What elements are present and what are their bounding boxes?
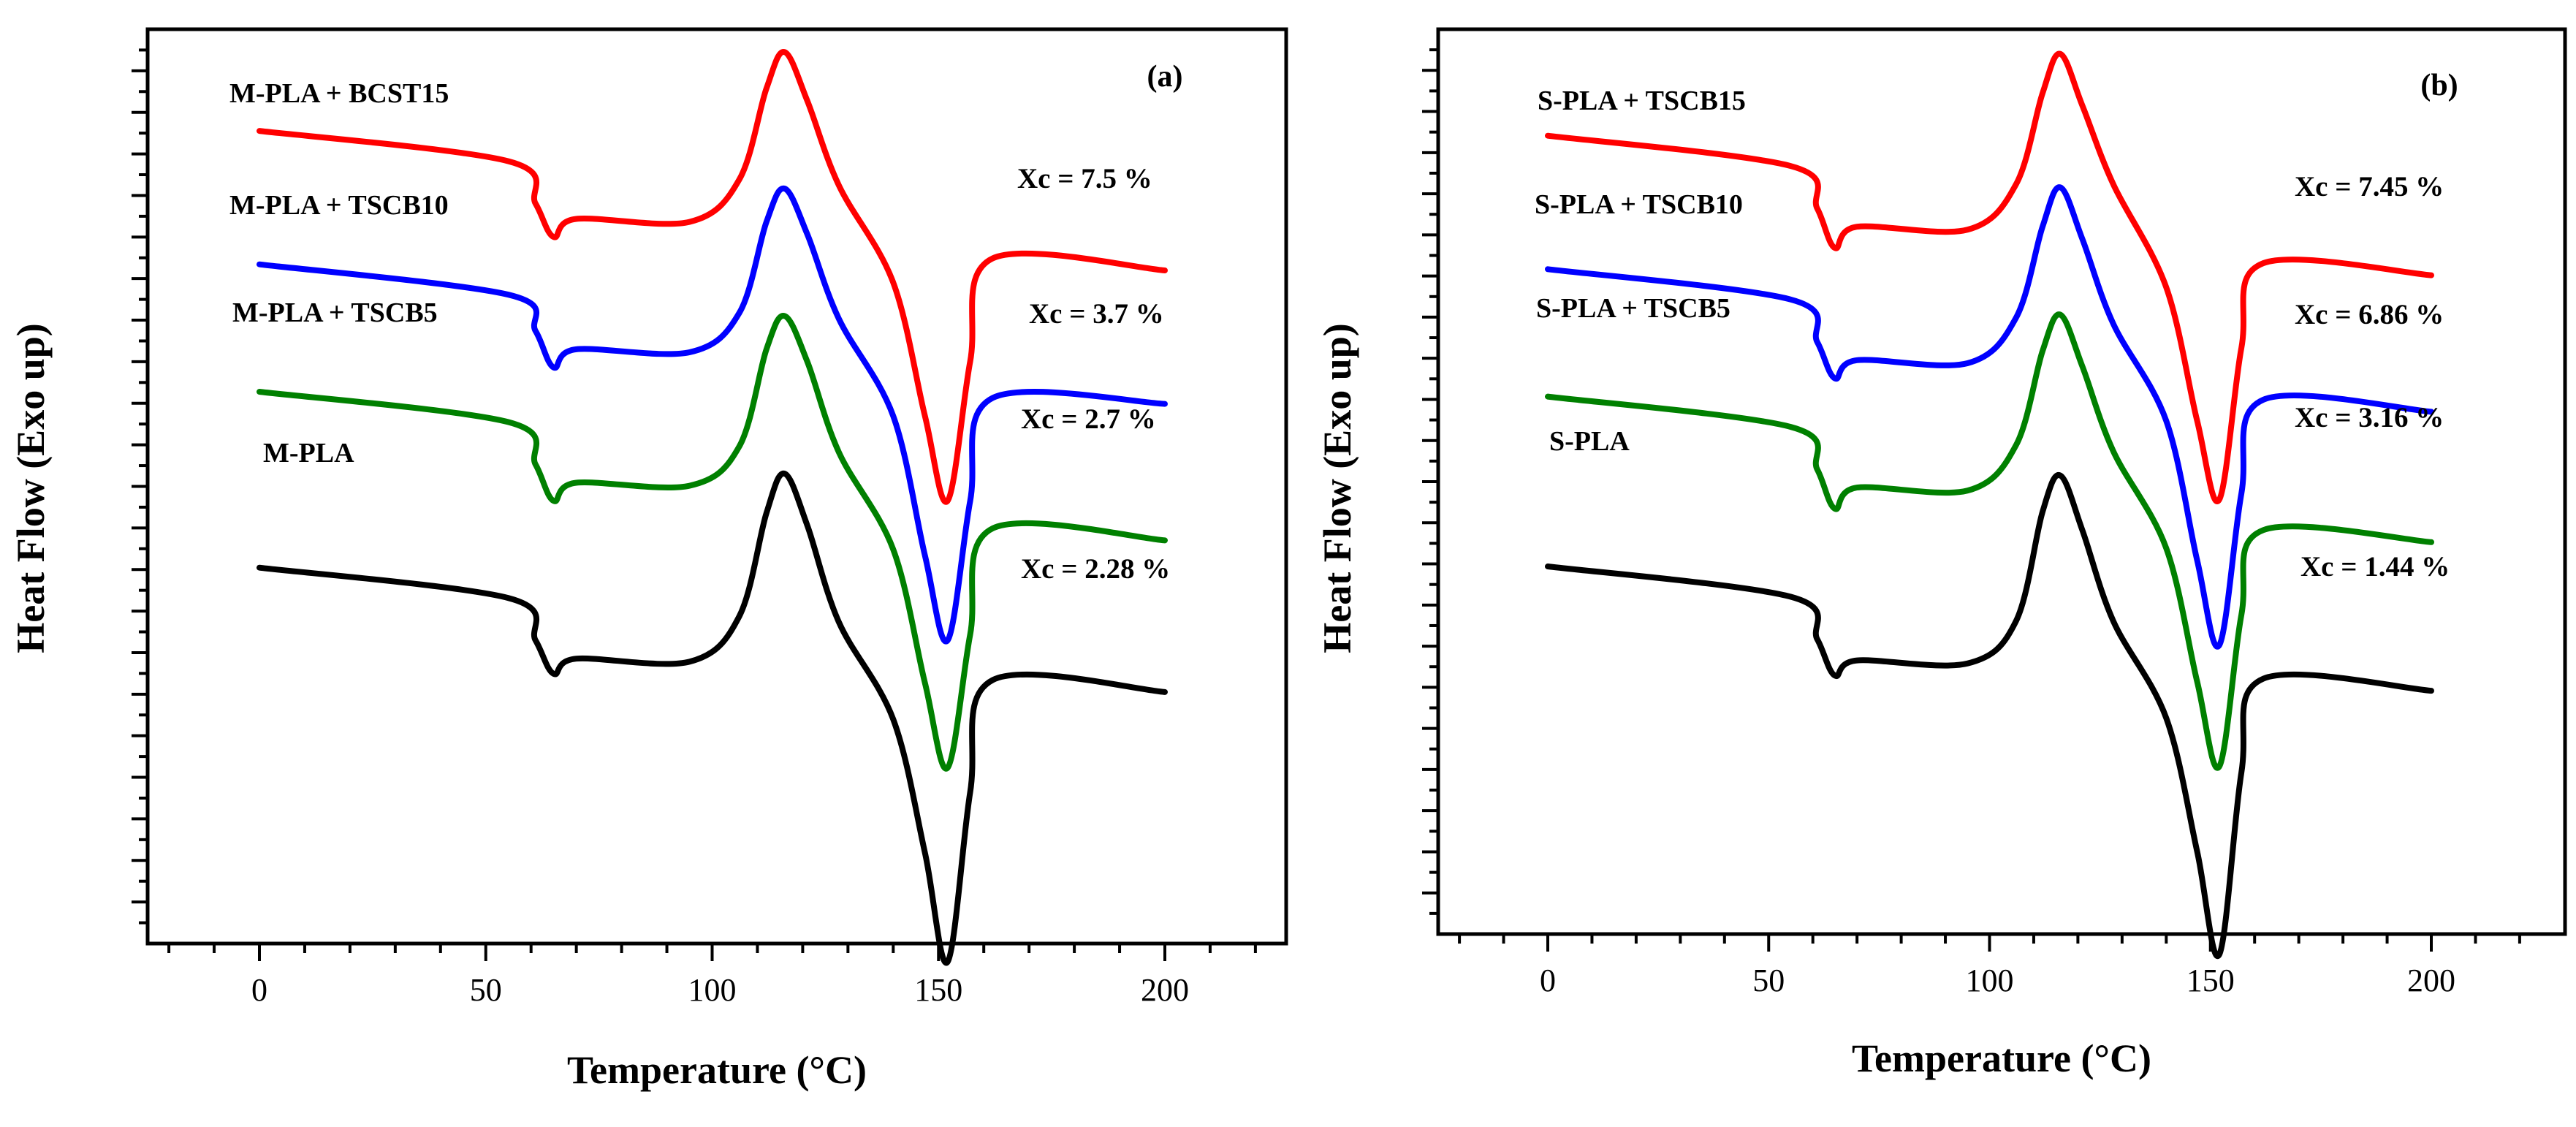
x-tick-label: 150 [914,972,962,1008]
series-line [1545,50,2434,504]
panel-b: 0 50 100 150 200 Temperature (°C) Heat Flow (E… [1315,27,2567,1080]
plot-frame [1436,27,2567,936]
x-tick-label: 100 [1966,963,2014,998]
crystallinity-label: Xc = 3.7 % [1029,298,1164,330]
x-tick-label: 200 [1141,972,1189,1008]
series-label: M-PLA + BCST15 [229,78,449,109]
x-tick-label: 0 [251,972,267,1008]
x-tick-label: 150 [2186,963,2235,998]
panel-a: 0 50 100 150 200 Temperature (°C) Heat Flow (E… [9,27,1288,1092]
x-axis-title: Temperature (°C) [1852,1036,2151,1080]
series-line [1545,184,2434,650]
y-axis-title: Heat Flow (Exo up) [9,323,53,653]
crystallinity-label: Xc = 2.7 % [1021,403,1156,435]
series-label: M-PLA + TSCB10 [229,190,449,221]
x-tick-label: 100 [688,972,737,1008]
series-line [1545,472,2434,960]
series-label: M-PLA [263,438,354,468]
series-label: M-PLA + TSCB5 [232,297,438,328]
series-label: S-PLA + TSCB10 [1535,189,1743,220]
panel-label: (b) [2420,69,2458,102]
series-line [257,49,1168,505]
crystallinity-label: Xc = 7.5 % [1017,163,1152,194]
x-axis-title: Temperature (°C) [567,1048,867,1092]
x-tick-label: 50 [470,972,502,1008]
series-line [257,470,1168,966]
panel-label: (a) [1147,60,1183,94]
x-tick-label: 200 [2407,963,2455,998]
series-line [257,313,1168,772]
y-axis-title: Heat Flow (Exo up) [1315,323,1359,653]
series-label: S-PLA [1549,426,1630,457]
series-line [257,185,1168,645]
crystallinity-label: Xc = 1.44 % [2300,551,2450,583]
crystallinity-label: Xc = 7.45 % [2295,171,2444,202]
series-label: S-PLA + TSCB15 [1538,86,1746,116]
crystallinity-label: Xc = 3.16 % [2295,402,2444,433]
x-tick-label: 50 [1752,963,1785,998]
crystallinity-label: Xc = 2.28 % [1021,553,1170,585]
crystallinity-label: Xc = 6.86 % [2295,299,2444,330]
series-label: S-PLA + TSCB5 [1536,293,1730,324]
x-tick-label: 0 [1540,963,1556,998]
series-line [1545,311,2434,771]
